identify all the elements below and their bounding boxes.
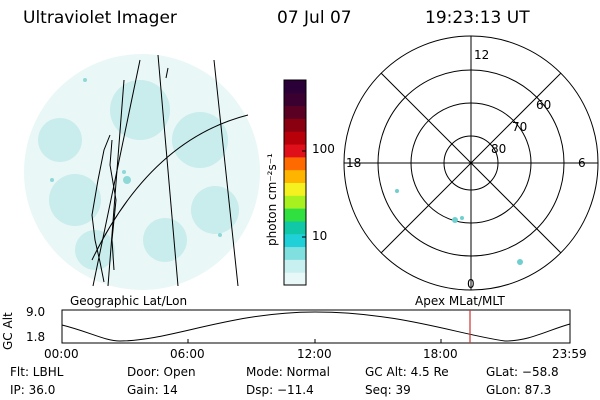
geographic-image (24, 54, 260, 290)
colorbar-segment (284, 169, 306, 183)
timeline-xtick-2359: 23:59 (552, 347, 587, 361)
colorbar-segment (284, 156, 306, 171)
date-label: 07 Jul 07 (277, 8, 352, 28)
status-filter: Flt: LBHL (10, 365, 64, 379)
right-panel-caption: Apex MLat/MLT (415, 294, 505, 308)
colorbar-segment (284, 220, 306, 235)
status-dsp: Dsp: −11.4 (246, 383, 314, 397)
status-glon: GLon: 87.3 (486, 383, 552, 397)
mlt-label-6: 6 (578, 156, 586, 170)
status-door: Door: Open (127, 365, 196, 379)
timeline-plot (61, 309, 571, 344)
timeline-xtick-1200: 12:00 (297, 347, 332, 361)
status-ip: IP: 36.0 (10, 383, 56, 397)
colorbar-segment (284, 246, 306, 260)
colorbar-segment (284, 131, 306, 145)
colorbar (283, 79, 307, 286)
timeline-xtick-0600: 06:00 (170, 347, 205, 361)
timeline-ytick-min: 1.8 (26, 330, 46, 344)
polar-emission (395, 189, 523, 265)
status-gc-alt: GC Alt: 4.5 Re (365, 365, 449, 379)
left-panel-caption: Geographic Lat/Lon (70, 294, 188, 308)
time-label: 19:23:13 UT (425, 8, 530, 28)
colorbar-segment (284, 80, 306, 94)
status-glat: GLat: −58.8 (486, 365, 559, 379)
status-gain: Gain: 14 (127, 383, 178, 397)
colorbar-segment (284, 144, 306, 158)
status-seq: Seq: 39 (365, 383, 411, 397)
colorbar-segment (284, 105, 306, 119)
colorbar-segment (284, 233, 306, 248)
timeline-xtick-1800: 18:00 (423, 347, 458, 361)
mlat-label-80: 80 (491, 142, 507, 156)
colorbar-segment (284, 208, 306, 222)
polar-plot (343, 35, 599, 291)
colorbar-segment (284, 118, 306, 132)
timeline-xtick-0000: 00:00 (44, 347, 79, 361)
mlt-label-0: 0 (467, 277, 475, 291)
mlt-label-18: 18 (346, 156, 362, 170)
colorbar-unit-label: photon cm⁻²s⁻¹ (265, 153, 279, 246)
colorbar-segment (284, 182, 306, 196)
colorbar-segment (284, 195, 306, 209)
mlat-label-70: 70 (512, 120, 528, 134)
colorbar-segment (284, 92, 306, 107)
status-mode: Mode: Normal (246, 365, 330, 379)
timeline-ytick-max: 9.0 (26, 305, 46, 319)
colorbar-segment (284, 259, 306, 273)
colorbar-tick-100: 100 (312, 142, 335, 156)
timeline-axis-title: GC Alt (1, 312, 15, 350)
colorbar-segment (284, 272, 306, 286)
mlt-label-12: 12 (474, 48, 490, 62)
mlat-label-60: 60 (536, 98, 552, 112)
instrument-title: Ultraviolet Imager (23, 8, 177, 28)
colorbar-tick-10: 10 (312, 229, 328, 243)
